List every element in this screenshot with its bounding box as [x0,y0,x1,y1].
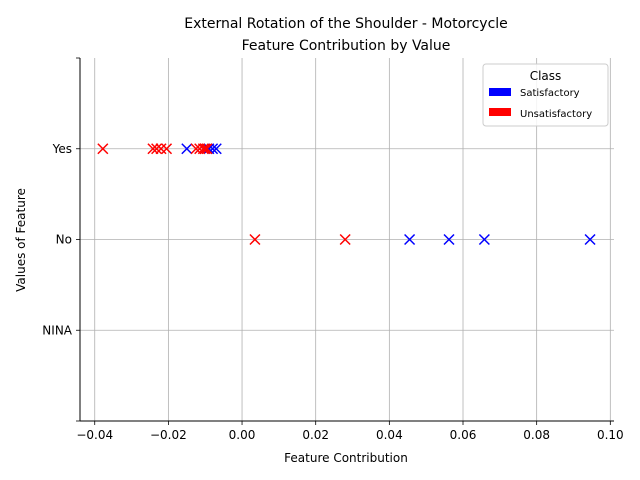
point-unsatisfactory [199,143,211,155]
x-axis-title: Feature Contribution [284,451,408,465]
tick-labels: −0.04 −0.02 0.00 0.02 0.04 0.06 0.08 0.10 NINA No… [42,142,623,442]
legend: Class Satisfactory Unsatisfactory [482,63,609,127]
grid-lines [80,58,614,421]
point-unsatisfactory [197,143,209,155]
data-points [97,143,596,246]
legend-title: Class [530,69,562,83]
point-satisfactory [210,143,222,155]
x-tick-label: −0.02 [150,428,187,442]
point-satisfactory [181,143,193,155]
legend-swatch-satisfactory [489,88,511,96]
legend-label-satisfactory: Satisfactory [520,88,580,99]
x-tick-label: 0.10 [597,428,624,442]
y-axis-title: Values of Feature [14,188,28,292]
point-satisfactory [478,233,490,246]
point-unsatisfactory [151,143,163,155]
x-tick-label: 0.08 [523,428,550,442]
x-tick-label: −0.04 [76,428,113,442]
point-satisfactory [584,233,596,246]
legend-swatch-unsatisfactory [489,108,511,116]
x-tick-label: 0.02 [302,428,329,442]
x-tick-label: 0.04 [376,428,403,442]
legend-label-unsatisfactory: Unsatisfactory [520,109,592,120]
point-unsatisfactory [97,143,109,155]
y-tick-label: No [56,233,72,247]
y-tick-label: NINA [42,323,72,337]
axes [76,57,614,425]
point-unsatisfactory [249,233,261,246]
point-unsatisfactory [201,143,213,155]
chart-title-line-2: Feature Contribution by Value [242,38,451,54]
chart-title-line-1: External Rotation of the Shoulder - Moto… [184,16,508,32]
point-unsatisfactory [155,143,167,155]
point-satisfactory [404,233,416,246]
x-tick-label: 0.00 [229,428,256,442]
point-unsatisfactory [339,233,351,246]
point-unsatisfactory [147,143,159,155]
x-tick-label: 0.06 [450,428,477,442]
y-tick-label: Yes [52,142,72,156]
point-unsatisfactory [161,143,173,155]
point-satisfactory [443,233,455,246]
legend-frame [482,63,609,127]
